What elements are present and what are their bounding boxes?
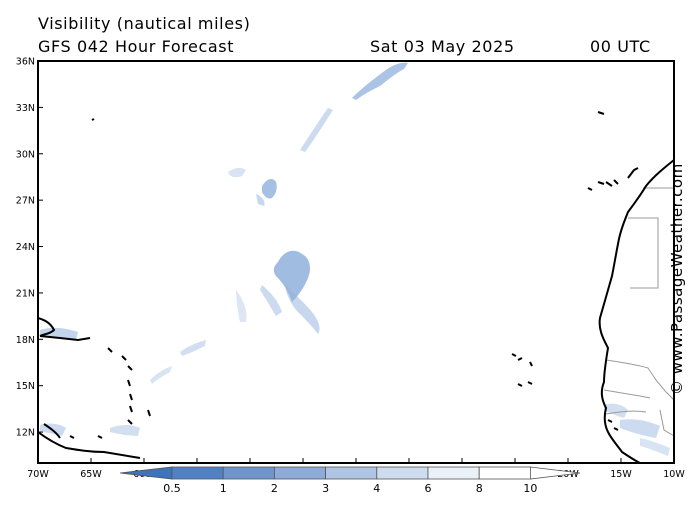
west-africa-coast xyxy=(598,159,674,463)
lat-label: 24N xyxy=(16,242,35,253)
madeira xyxy=(597,111,605,115)
visibility-patch-northeast xyxy=(352,62,408,100)
lat-label: 15N xyxy=(16,381,35,392)
legend-arrow-max xyxy=(530,466,581,480)
lat-label: 27N xyxy=(16,196,35,207)
lat-label: 18N xyxy=(16,335,35,346)
lon-label: 70W xyxy=(27,469,49,480)
visibility-legend: 0.5 1 2 3 4 6 8 10 xyxy=(119,466,581,495)
lon-label: 65W xyxy=(80,469,102,480)
islands xyxy=(69,111,639,439)
low-visibility-areas xyxy=(40,62,670,456)
legend-label: 6 xyxy=(425,482,432,495)
legend-label: 4 xyxy=(373,482,380,495)
country-borders xyxy=(603,187,674,437)
lat-label: 12N xyxy=(16,428,35,439)
legend-label: 10 xyxy=(523,482,537,495)
credit-watermark: © www.PassageWeather.com xyxy=(668,163,686,395)
legend-swatch xyxy=(171,466,224,480)
legend-swatch xyxy=(273,466,326,480)
coastlines xyxy=(38,159,674,463)
legend-label: 8 xyxy=(476,482,483,495)
bermuda xyxy=(91,118,95,121)
bijagos xyxy=(607,419,619,431)
venezuela-coast xyxy=(38,431,141,459)
latitude-axis: 36N 33N 30N 27N 24N 21N 18N 15N 12N xyxy=(16,57,43,439)
legend-label: 3 xyxy=(322,482,329,495)
legend-swatch xyxy=(222,466,275,480)
legend-swatch xyxy=(376,466,429,480)
visibility-patch-north xyxy=(262,179,277,199)
lat-label: 36N xyxy=(16,57,35,68)
cape-verde-islands xyxy=(511,353,533,387)
legend-swatch xyxy=(478,466,531,480)
lon-label: 15W xyxy=(610,469,632,480)
model-label: GFS 042 Hour Forecast xyxy=(38,37,235,56)
forecast-time: 00 UTC xyxy=(590,37,651,56)
legend-label: 0.5 xyxy=(163,482,181,495)
legend-label: 2 xyxy=(271,482,278,495)
visibility-patch-central xyxy=(273,250,310,302)
caribbean-coast xyxy=(38,317,56,337)
lat-label: 33N xyxy=(16,103,35,114)
legend-swatch xyxy=(427,466,480,480)
forecast-date: Sat 03 May 2025 xyxy=(370,37,515,56)
lesser-antilles xyxy=(107,347,151,425)
legend-swatch xyxy=(325,466,378,480)
lon-label: 10W xyxy=(663,469,685,480)
map-title: Visibility (nautical miles) xyxy=(38,14,251,33)
legend-label: 1 xyxy=(220,482,227,495)
canary-islands xyxy=(587,167,639,191)
lat-label: 21N xyxy=(16,288,35,299)
map-frame xyxy=(37,60,675,464)
lat-label: 30N xyxy=(16,149,35,160)
